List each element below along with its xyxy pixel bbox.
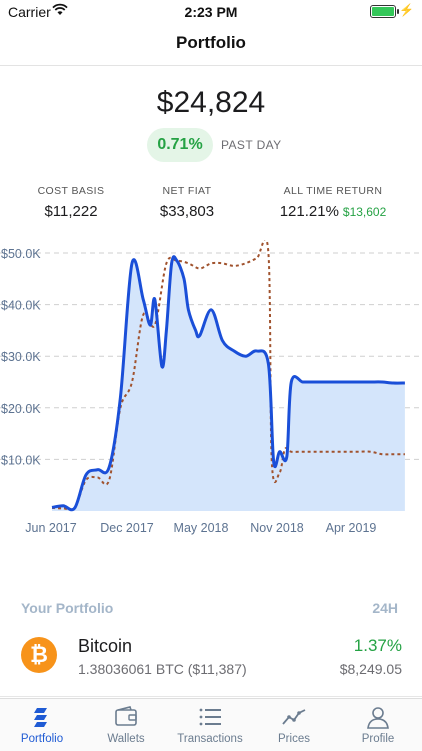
tab-label: Portfolio [20, 733, 64, 745]
battery-icon [370, 5, 399, 18]
net-fiat-label: NET FIAT [162, 185, 212, 197]
asset-change: 1.37% [353, 636, 402, 655]
portfolio-balance: $24,824 [156, 86, 266, 119]
x-tick-label: Dec 2017 [100, 521, 154, 535]
all-time-return-value: 121.21% $13,602 [258, 203, 408, 220]
tab-label: Profile [361, 733, 395, 745]
asset-row-bitcoin[interactable]: ₿ Bitcoin 1.38036061 BTC ($11,387) 1.37%… [0, 624, 422, 694]
tab-wallets[interactable]: Wallets [84, 699, 168, 751]
tab-label: Wallets [107, 733, 145, 745]
asset-value: $8,249.05 [339, 661, 402, 677]
portfolio-icon [34, 708, 47, 727]
y-tick-label: $30.0K [1, 350, 41, 364]
tab-profile[interactable]: Profile [336, 699, 420, 751]
change-period-label: PAST DAY [221, 138, 282, 152]
cost-basis-value: $11,222 [44, 203, 98, 220]
x-tick-label: Jun 2017 [25, 521, 76, 535]
all-time-return-label: ALL TIME RETURN [283, 185, 383, 197]
charging-icon: ⚡ [399, 3, 414, 17]
tab-label: Prices [278, 733, 310, 745]
list-icon [199, 708, 221, 726]
page-title: Portfolio [176, 33, 246, 52]
clock: 2:23 PM [184, 4, 238, 20]
portfolio-chart[interactable]: $50.0K $40.0K $30.0K $20.0K $10.0K Jun 2017 D… [0, 240, 422, 540]
tab-label: Transactions [177, 733, 243, 745]
portfolio-value-line [51, 255, 405, 512]
y-tick-label: $20.0K [1, 402, 41, 416]
bitcoin-icon: ₿ [21, 637, 57, 673]
portfolio-value-area [52, 256, 405, 511]
profile-icon [367, 707, 389, 729]
x-tick-label: Nov 2018 [250, 521, 304, 535]
trend-icon [282, 709, 306, 725]
x-tick-label: Apr 2019 [326, 521, 377, 535]
asset-amount: 1.38036061 BTC ($11,387) [78, 661, 247, 677]
asset-name: Bitcoin [78, 636, 133, 656]
period-selector[interactable]: 24H [372, 600, 398, 616]
all-time-return-pct: 121.21% [279, 203, 339, 220]
wallet-icon [115, 706, 137, 726]
tab-transactions[interactable]: Transactions [168, 699, 252, 751]
tab-bar: Portfolio Wallets Transactions Prices Pr… [0, 698, 422, 751]
wifi-icon [52, 3, 68, 21]
nav-divider [0, 65, 422, 66]
net-fiat-value: $33,803 [159, 203, 215, 220]
daily-change-badge[interactable]: 0.71% [147, 128, 213, 162]
all-time-return-amount: $13,602 [342, 205, 387, 219]
status-bar: Carrier 2:23 PM ⚡ [0, 0, 422, 24]
tab-portfolio[interactable]: Portfolio [0, 699, 84, 751]
your-portfolio-heading: Your Portfolio [21, 600, 114, 616]
cost-basis-label: COST BASIS [37, 185, 105, 197]
carrier-label: Carrier [8, 4, 51, 20]
x-tick-label: May 2018 [174, 521, 229, 535]
tab-prices[interactable]: Prices [252, 699, 336, 751]
row-divider [0, 696, 422, 697]
y-tick-label: $50.0K [1, 247, 41, 261]
y-tick-label: $40.0K [1, 299, 41, 313]
y-tick-label: $10.0K [1, 453, 41, 467]
